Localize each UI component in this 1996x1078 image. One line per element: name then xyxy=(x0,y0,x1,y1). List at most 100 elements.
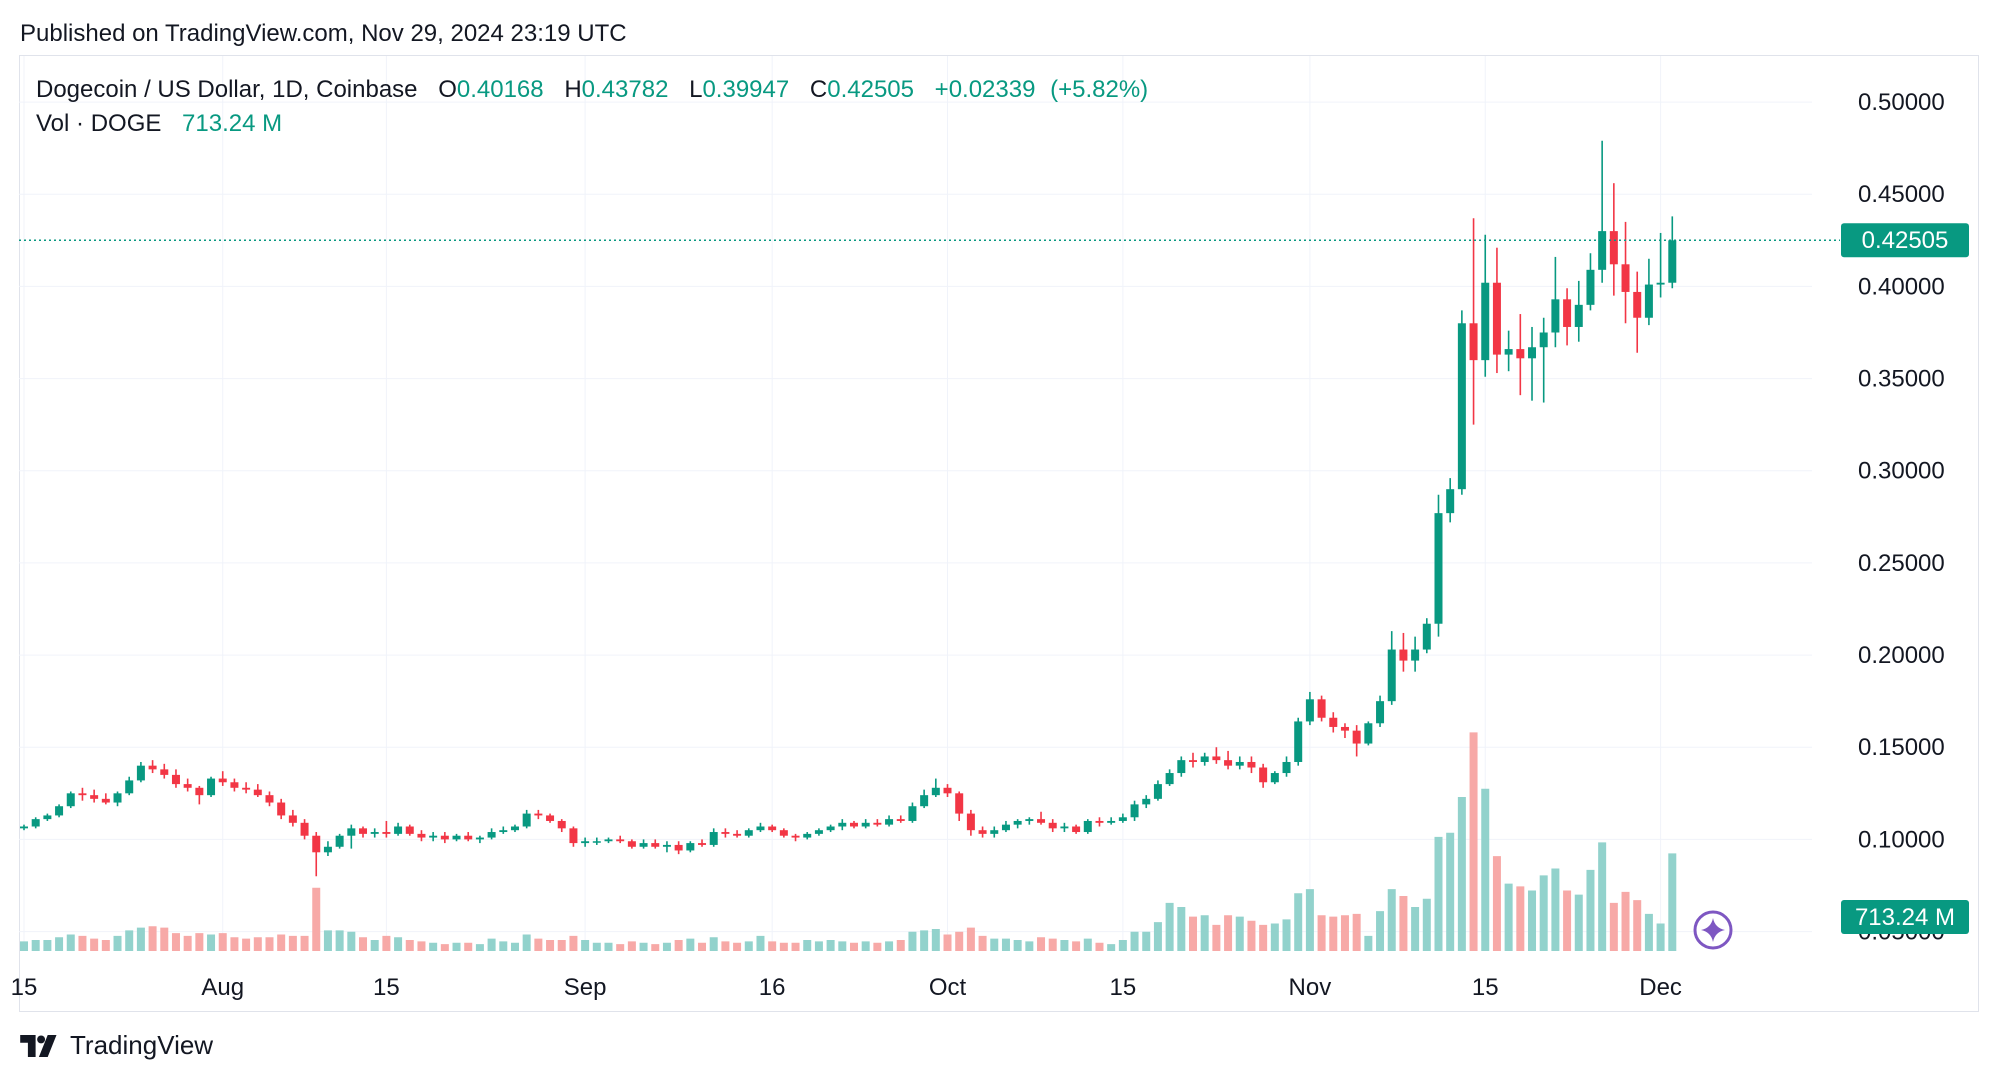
volume-bar xyxy=(277,934,286,951)
volume-bar xyxy=(417,941,426,951)
candle-body xyxy=(171,774,180,785)
volume-bar xyxy=(1013,940,1022,951)
candle-body xyxy=(733,833,742,836)
candle xyxy=(300,819,309,840)
candle xyxy=(1001,820,1010,833)
candle-body xyxy=(101,798,110,803)
candle-body xyxy=(826,826,835,831)
time-tick-label: 16 xyxy=(759,974,786,1001)
candle xyxy=(323,841,332,856)
volume-bar xyxy=(1153,922,1162,951)
candle xyxy=(218,771,227,786)
candle xyxy=(838,819,847,831)
volume-bar xyxy=(627,941,636,951)
candle-body xyxy=(1528,347,1537,359)
volume-bar xyxy=(1259,924,1268,951)
candle-body xyxy=(253,789,262,796)
candle xyxy=(1574,280,1583,342)
candle xyxy=(709,828,718,847)
candle xyxy=(662,841,671,853)
candle-body xyxy=(744,830,753,836)
candle xyxy=(195,785,204,805)
volume-bar xyxy=(510,942,519,951)
candle-body xyxy=(803,833,812,838)
candle-body xyxy=(1516,349,1525,359)
volume-bar xyxy=(978,935,987,951)
candle-body xyxy=(323,846,332,853)
candle-body xyxy=(31,819,40,827)
candle-body xyxy=(288,815,297,823)
candle-body xyxy=(1247,761,1256,768)
volume-bar xyxy=(966,927,975,951)
volume-bar xyxy=(347,931,356,951)
candle xyxy=(744,828,753,838)
candle-body xyxy=(370,832,379,834)
candle xyxy=(873,819,882,827)
volume-bar xyxy=(370,940,379,951)
candle-body xyxy=(1224,760,1233,766)
candle xyxy=(1422,618,1431,654)
time-tick-label: Nov xyxy=(1289,974,1332,1001)
volume-bar xyxy=(1317,915,1326,951)
volume-bar xyxy=(429,942,438,951)
volume-bar xyxy=(557,940,566,951)
volume-bar xyxy=(1492,856,1501,951)
time-tick-label: Aug xyxy=(201,974,244,1001)
candle xyxy=(931,778,940,798)
volume-bar xyxy=(1107,944,1116,951)
price-axis[interactable]: 0.50000 0.45000 0.40000 0.35000 0.30000 0.250… xyxy=(1858,89,1945,945)
candle-body xyxy=(639,843,648,847)
sparkle-star xyxy=(1701,918,1725,942)
candle xyxy=(440,832,449,844)
candle-body xyxy=(592,841,601,843)
candle xyxy=(1013,819,1022,829)
volume-bar xyxy=(1364,935,1373,951)
candle-body xyxy=(265,795,274,803)
candle-body xyxy=(66,793,75,807)
candle xyxy=(1107,817,1116,825)
volume-bar xyxy=(756,935,765,951)
volume-bar xyxy=(686,938,695,951)
candle xyxy=(101,793,110,805)
volume-label[interactable]: Vol · DOGE xyxy=(36,110,162,137)
volume-bar xyxy=(662,942,671,951)
candle xyxy=(966,809,975,836)
candle-body xyxy=(1563,299,1572,327)
volume-bar xyxy=(1633,900,1642,951)
candle-body xyxy=(1504,349,1513,355)
candle-body xyxy=(1259,767,1268,783)
footer-brand[interactable]: TradingView xyxy=(20,1030,213,1061)
candle-body xyxy=(1270,773,1279,783)
volume-bar xyxy=(171,933,180,951)
volume-bar xyxy=(218,933,227,951)
candle xyxy=(639,839,648,849)
candle-body xyxy=(1235,761,1244,766)
time-tick-label: Sep xyxy=(564,974,607,1001)
symbol-title[interactable]: Dogecoin / US Dollar, 1D, Coinbase xyxy=(36,76,418,103)
price-tick-label: 0.20000 xyxy=(1858,642,1945,669)
candle-body xyxy=(1048,822,1057,829)
candle xyxy=(171,769,180,788)
volume-bar xyxy=(1457,797,1466,951)
assistant-sparkle-icon[interactable] xyxy=(1693,910,1733,950)
candle xyxy=(1539,317,1548,403)
volume-bar xyxy=(1118,940,1127,951)
candle xyxy=(183,778,192,792)
candle xyxy=(1037,811,1046,825)
candle-body xyxy=(1001,824,1010,831)
volume-value: 713.24 M xyxy=(182,110,283,137)
candle-body xyxy=(1037,819,1046,823)
time-axis[interactable]: 15 Aug 15 Sep 16 Oct 15 Nov 15 Dec xyxy=(11,974,1682,1001)
candle xyxy=(1130,800,1139,821)
volume-bar xyxy=(838,941,847,951)
candle xyxy=(651,839,660,849)
candle xyxy=(1457,310,1466,495)
candle-body xyxy=(1376,701,1385,724)
candle xyxy=(55,804,64,818)
candle xyxy=(1224,750,1233,770)
candle-body xyxy=(417,833,426,838)
candle-body xyxy=(1539,332,1548,348)
candle-body xyxy=(604,839,613,842)
candle-body xyxy=(1340,726,1349,731)
